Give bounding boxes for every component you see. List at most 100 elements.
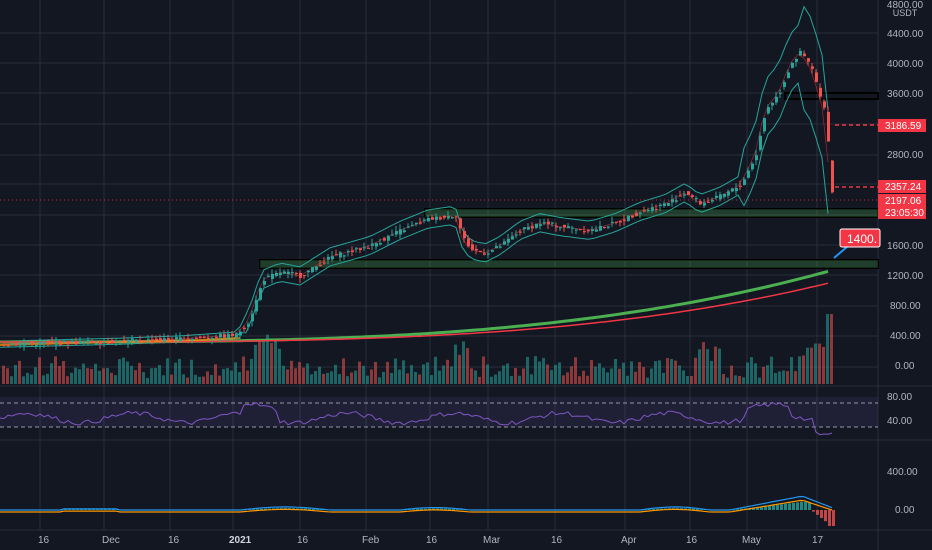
candle-body [223,334,226,338]
volume-bar [218,375,221,384]
candle-body [483,253,486,255]
candle-body [635,213,638,216]
candle-body [167,338,170,340]
volume-bar [450,366,453,384]
volume-bar [606,372,609,384]
volume-bar [326,372,329,384]
volume-bar [290,360,293,384]
candle-body [763,118,766,132]
macd-histogram-bar [408,509,411,510]
price-level-lines [0,124,878,201]
candle-body [683,194,686,196]
volume-bar [610,368,613,384]
volume-bar [410,365,413,384]
volume-bar [354,370,357,384]
candle-body [599,225,602,231]
volume-bar [686,375,689,384]
volume-bar [582,370,585,384]
volume-bar [178,358,181,384]
candle-body [539,224,542,227]
candle-body [391,234,394,236]
volume-bar [22,376,25,384]
candle-body [603,227,606,229]
price-tick: 800.00 [890,301,921,312]
volume-bar [766,365,769,384]
macd-histogram-bar [256,509,259,510]
candle-body [43,342,46,344]
candle-body [279,272,282,276]
volume-bar [106,368,109,384]
volume-bar [334,364,337,384]
macd-histogram-bar [416,509,419,510]
candle-body [547,221,550,224]
candle-body [759,135,762,150]
volume-bar [86,368,89,384]
volume-bar [746,362,749,384]
candle-body [219,333,222,338]
macd-histogram-bar [84,509,87,510]
volume-bar [678,365,681,384]
candle-body [315,266,318,270]
volume-bar [342,358,345,384]
candle-body [771,102,774,106]
volume-bar [130,365,133,384]
candle-body [299,272,302,278]
volume-bar [210,374,213,384]
candle-body [467,238,470,247]
macd-histogram-bar [652,509,655,510]
price-tick: 400.00 [890,331,921,342]
candle-body [31,341,34,344]
volume-bar [294,368,297,384]
macd-histogram-bar [428,508,431,510]
macd-histogram-bar [88,509,91,510]
candle-body [15,343,18,346]
candle-body [247,324,250,327]
volume-bar [526,356,529,384]
candle-body [647,210,650,212]
candle-body [775,96,778,103]
candle-body [619,220,622,223]
volume-bar [762,366,765,384]
candle-body [291,272,294,274]
macd-histogram-bar [644,509,647,511]
candle-body [319,264,322,267]
volume-bar [642,367,645,384]
macd-histogram-bar [312,508,315,510]
candle-body [679,195,682,197]
candle-body [819,87,822,97]
time-tick: 17 [812,535,824,546]
macd-histogram-bar [696,508,699,510]
macd-histogram-bar [304,508,307,510]
candle-body [143,341,146,343]
macd-histogram-bar [688,508,691,510]
candle-body [231,333,234,337]
volume-bar [138,362,141,384]
volume-bar [794,371,797,384]
volume-bar [202,376,205,384]
macd-histogram-bar [96,509,99,510]
volume-bar [682,370,685,384]
candle-body [3,344,6,346]
candle-body [71,341,74,343]
volume-bar [278,348,281,384]
volume-bar [90,368,93,384]
current-price-bg [878,194,926,219]
volume-bar [382,371,385,384]
candle-body [471,244,474,250]
volume-bar [578,376,581,384]
candle-body [371,243,374,246]
macd-histogram-bar [816,510,819,515]
annotation-label: 1400. [847,232,877,246]
time-tick: 16 [686,535,698,546]
volume-bar [654,361,657,384]
volume-bar [18,360,21,384]
volume-bar [638,362,641,384]
volume-bar [694,357,697,384]
macd-histogram-bar [660,508,663,510]
volume-bar [322,373,325,384]
candle-body [495,246,498,249]
macd-histogram-bar [648,509,651,510]
time-tick: Dec [102,535,120,546]
price-scale: 4800.00 USDT 4400.00 4000.00 3600.00 318… [878,0,926,516]
